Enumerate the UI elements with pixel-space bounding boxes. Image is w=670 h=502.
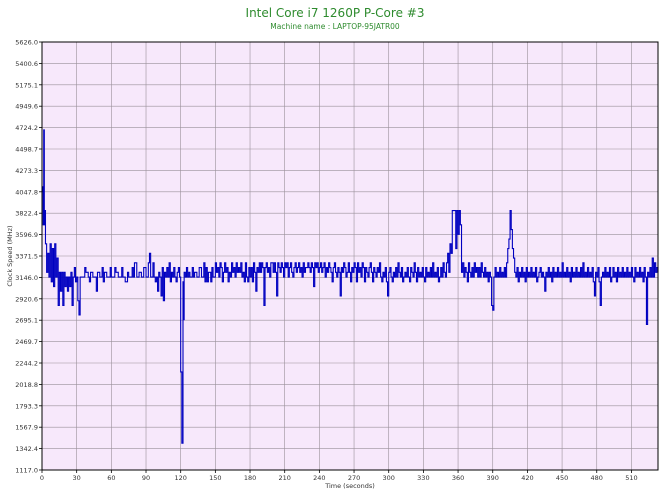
x-tick-label: 210 [278,474,290,482]
x-tick-label: 330 [417,474,429,482]
x-tick-label: 450 [556,474,568,482]
x-tick-label: 420 [521,474,533,482]
x-tick-label: 390 [487,474,499,482]
y-tick-label: 1793.3 [15,402,38,410]
series-line [42,129,659,444]
y-tick-label: 4273.3 [15,167,38,175]
chart-subtitle: Machine name : LAPTOP-95JATR00 [270,22,400,31]
chart-title: Intel Core i7 1260P P-Core #3 [245,6,425,20]
y-tick-label: 4949.6 [15,103,38,111]
x-tick-label: 480 [591,474,603,482]
y-tick-label: 2469.7 [15,338,38,346]
y-tick-label: 5175.1 [15,81,38,89]
grid-lines [41,41,658,471]
x-tick-label: 150 [209,474,221,482]
y-tick-label: 3146.0 [15,274,38,282]
x-axis-ticks: 0 30 60 90 120 150 180 210 240 270 300 330 360 390 420… [40,470,638,482]
x-tick-label: 180 [244,474,256,482]
y-tick-label: 2244.2 [15,360,38,368]
y-tick-label: 2695.1 [15,317,38,325]
y-tick-label: 1342.4 [15,445,38,453]
y-tick-label: 1117.0 [15,467,38,475]
y-tick-label: 5626.0 [15,39,38,47]
y-tick-label: 2018.8 [15,381,38,389]
x-tick-label: 510 [625,474,637,482]
plot-frame [41,41,659,471]
x-tick-label: 60 [107,474,115,482]
y-tick-label: 5400.6 [15,60,38,68]
x-tick-label: 120 [174,474,186,482]
y-axis-label: Clock Speed (MHz) [6,225,14,286]
x-tick-label: 270 [348,474,360,482]
y-tick-label: 1567.9 [15,424,38,432]
y-axis-ticks: 5626.0 5400.6 5175.1 4949.6 4724.2 4498.7 4273… [15,39,42,475]
x-tick-label: 90 [142,474,150,482]
x-axis-label: Time (seconds) [324,482,375,490]
y-tick-label: 3822.4 [15,210,38,218]
y-tick-label: 3371.5 [15,253,38,261]
x-tick-label: 240 [313,474,325,482]
x-tick-label: 300 [383,474,395,482]
y-tick-label: 2920.6 [15,295,38,303]
x-tick-label: 0 [40,474,44,482]
x-tick-label: 30 [73,474,81,482]
y-tick-label: 4047.8 [15,188,38,196]
y-tick-label: 4724.2 [15,124,38,132]
y-tick-label: 3596.9 [15,231,38,239]
y-tick-label: 4498.7 [15,146,38,154]
x-tick-label: 360 [452,474,464,482]
